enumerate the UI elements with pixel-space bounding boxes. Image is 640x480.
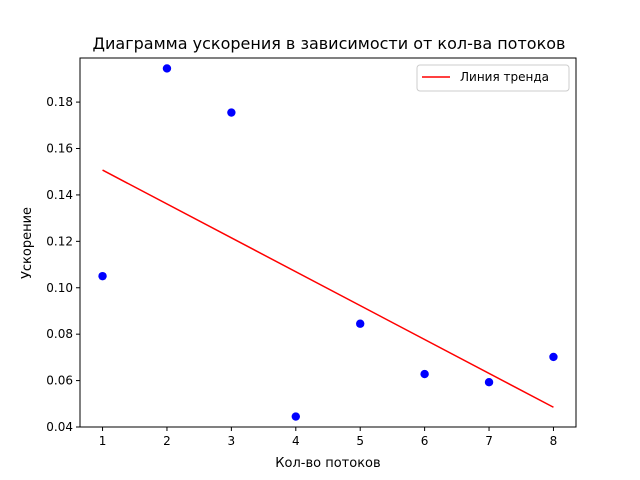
chart-title: Диаграмма ускорения в зависимости от кол… [93, 34, 566, 53]
y-axis-label: Ускорение [20, 207, 35, 279]
x-tick-label: 6 [421, 434, 429, 448]
data-point [549, 352, 558, 362]
data-point [484, 378, 494, 387]
x-tick-label: 8 [550, 434, 558, 448]
y-tick-label: 0.10 [46, 281, 73, 295]
trend-line [102, 169, 554, 408]
y-tick-label: 0.18 [46, 95, 73, 109]
x-tick-label: 1 [99, 434, 107, 448]
legend: Линия тренда [416, 64, 570, 92]
x-axis-label: Кол-во потоков [275, 456, 380, 471]
data-point [162, 64, 172, 73]
series-layer [98, 64, 558, 421]
data-point [227, 108, 236, 117]
plot-frame [79, 57, 577, 428]
y-tick-label: 0.08 [46, 327, 73, 341]
y-tick-label: 0.12 [46, 234, 73, 248]
y-tick-label: 0.14 [46, 188, 73, 202]
plot-area [80, 58, 576, 427]
y-tick-label: 0.04 [46, 420, 73, 434]
legend-box [416, 64, 570, 92]
x-tick-label: 2 [163, 434, 171, 448]
y-axis-ticks: 0.04 0.06 0.08 0.10 0.12 0.14 0.16 0.18 [46, 95, 80, 434]
x-tick-label: 3 [228, 434, 236, 448]
x-axis-ticks: 1 2 3 4 5 6 7 8 [99, 427, 558, 448]
x-tick-label: 4 [292, 434, 300, 448]
data-point [98, 271, 107, 281]
legend-label-trend-line: Линия тренда [460, 70, 549, 84]
data-point [291, 412, 300, 421]
x-tick-label: 5 [356, 434, 364, 448]
y-tick-label: 0.06 [46, 374, 73, 388]
data-point [420, 369, 429, 379]
y-tick-label: 0.16 [46, 142, 73, 156]
data-point [356, 319, 365, 328]
x-tick-label: 7 [485, 434, 493, 448]
